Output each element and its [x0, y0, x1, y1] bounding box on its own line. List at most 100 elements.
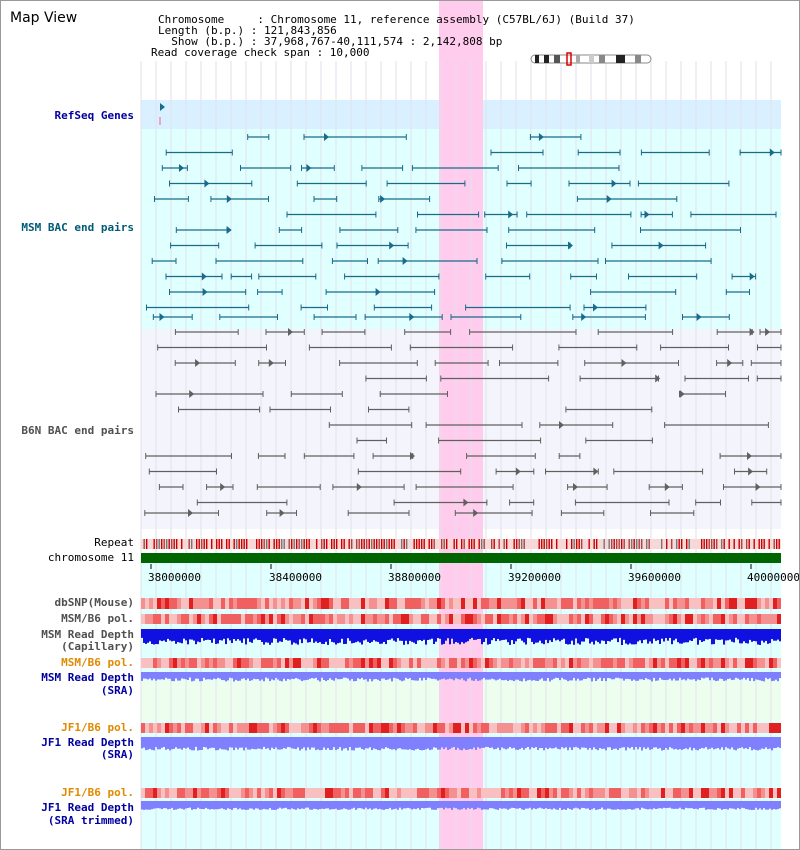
depth-bar: [307, 801, 309, 808]
heat-cell: [253, 788, 257, 798]
chromosome-ideogram[interactable]: [530, 52, 652, 66]
repeat-element: [443, 539, 445, 549]
heat-cell: [725, 598, 729, 609]
depth-bar: [173, 629, 175, 641]
depth-bar: [523, 672, 525, 679]
depth-bar: [213, 672, 215, 679]
track-label-msm-bac[interactable]: MSM BAC end pairs: [21, 221, 134, 234]
heat-cell: [593, 658, 597, 668]
depth-bar: [259, 629, 261, 640]
depth-bar: [697, 629, 699, 645]
depth-bar: [481, 801, 483, 810]
depth-bar: [323, 737, 325, 748]
track-label-jf1-b6-pol[interactable]: JF1/B6 pol.: [61, 721, 134, 734]
track-label-msm-b6-pol-2[interactable]: MSM/B6 pol.: [61, 656, 134, 669]
heat-cell: [633, 614, 637, 624]
track-label-msm-depth-cap[interactable]: MSM Read Depth: [41, 628, 134, 641]
depth-bar: [765, 629, 767, 641]
depth-bar: [241, 801, 243, 810]
heat-cell: [765, 788, 769, 798]
depth-bar: [245, 801, 247, 810]
depth-bar: [751, 801, 753, 810]
heat-cell: [625, 788, 629, 798]
heat-cell: [233, 788, 237, 798]
track-label-b6n-bac[interactable]: B6N BAC end pairs: [21, 424, 134, 437]
depth-bar: [557, 737, 559, 749]
depth-bar: [741, 801, 743, 808]
depth-bar: [695, 737, 697, 750]
depth-bar: [249, 672, 251, 681]
repeat-element: [491, 539, 493, 549]
heat-cell: [145, 598, 149, 609]
depth-bar: [661, 737, 663, 751]
repeat-element: [481, 539, 483, 549]
heat-cell: [149, 658, 153, 668]
heat-cell: [145, 658, 149, 668]
depth-bar: [325, 629, 327, 642]
repeat-element: [431, 539, 433, 549]
heat-cell: [285, 788, 289, 798]
heat-cell: [373, 788, 377, 798]
heat-cell: [357, 598, 361, 609]
depth-bar: [355, 801, 357, 810]
repeat-element: [573, 539, 575, 549]
depth-bar: [429, 801, 431, 808]
depth-bar: [425, 629, 427, 645]
depth-bar: [567, 629, 569, 645]
depth-bar: [573, 801, 575, 809]
heat-cell: [489, 788, 493, 798]
depth-bar: [307, 672, 309, 680]
depth-bar: [499, 672, 501, 679]
heat-cell: [561, 723, 565, 733]
heat-cell: [609, 788, 613, 798]
depth-bar: [585, 737, 587, 748]
depth-bar: [379, 737, 381, 751]
depth-bar: [359, 801, 361, 808]
depth-bar: [635, 801, 637, 809]
depth-bar: [541, 629, 543, 644]
depth-bar: [515, 801, 517, 809]
depth-bar: [355, 672, 357, 681]
heat-cell: [525, 788, 529, 798]
track-label-jf1-b6-pol-2[interactable]: JF1/B6 pol.: [61, 786, 134, 799]
heat-cell: [769, 614, 773, 624]
depth-bar: [543, 737, 545, 751]
depth-bar: [705, 672, 707, 678]
repeat-element: [166, 539, 168, 549]
heat-cell: [585, 658, 589, 668]
heat-cell: [677, 658, 681, 668]
depth-bar: [761, 737, 763, 749]
heat-cell: [681, 658, 685, 668]
track-label-repeat[interactable]: Repeat: [94, 536, 134, 549]
depth-bar: [175, 801, 177, 810]
depth-bar: [653, 801, 655, 809]
heat-cell: [205, 658, 209, 668]
depth-bar: [219, 672, 221, 679]
heat-cell: [169, 614, 173, 624]
heat-cell: [537, 598, 541, 609]
depth-bar: [189, 672, 191, 678]
track-label-msm-b6-pol[interactable]: MSM/B6 pol.: [61, 612, 134, 625]
track-label-msm-depth-sra[interactable]: MSM Read Depth: [41, 671, 134, 684]
repeat-element: [538, 539, 540, 549]
depth-bar: [735, 801, 737, 810]
heat-cell: [493, 614, 497, 624]
depth-bar: [693, 801, 695, 809]
depth-bar: [591, 801, 593, 810]
heat-cell: [665, 658, 669, 668]
depth-bar: [375, 672, 377, 679]
depth-bar: [485, 737, 487, 747]
heat-cell: [149, 614, 153, 624]
depth-bar: [525, 737, 527, 749]
depth-bar: [145, 672, 147, 679]
depth-bar: [683, 737, 685, 749]
repeat-element: [636, 539, 638, 549]
depth-bar: [491, 672, 493, 679]
depth-bar: [479, 672, 481, 681]
track-label-refseq[interactable]: RefSeq Genes: [54, 109, 134, 122]
track-label-jf1-depth[interactable]: JF1 Read Depth: [41, 736, 134, 749]
heat-cell: [161, 614, 165, 624]
track-label-dbsnp[interactable]: dbSNP(Mouse): [54, 596, 134, 609]
track-label-jf1-trim[interactable]: JF1 Read Depth: [41, 801, 134, 814]
